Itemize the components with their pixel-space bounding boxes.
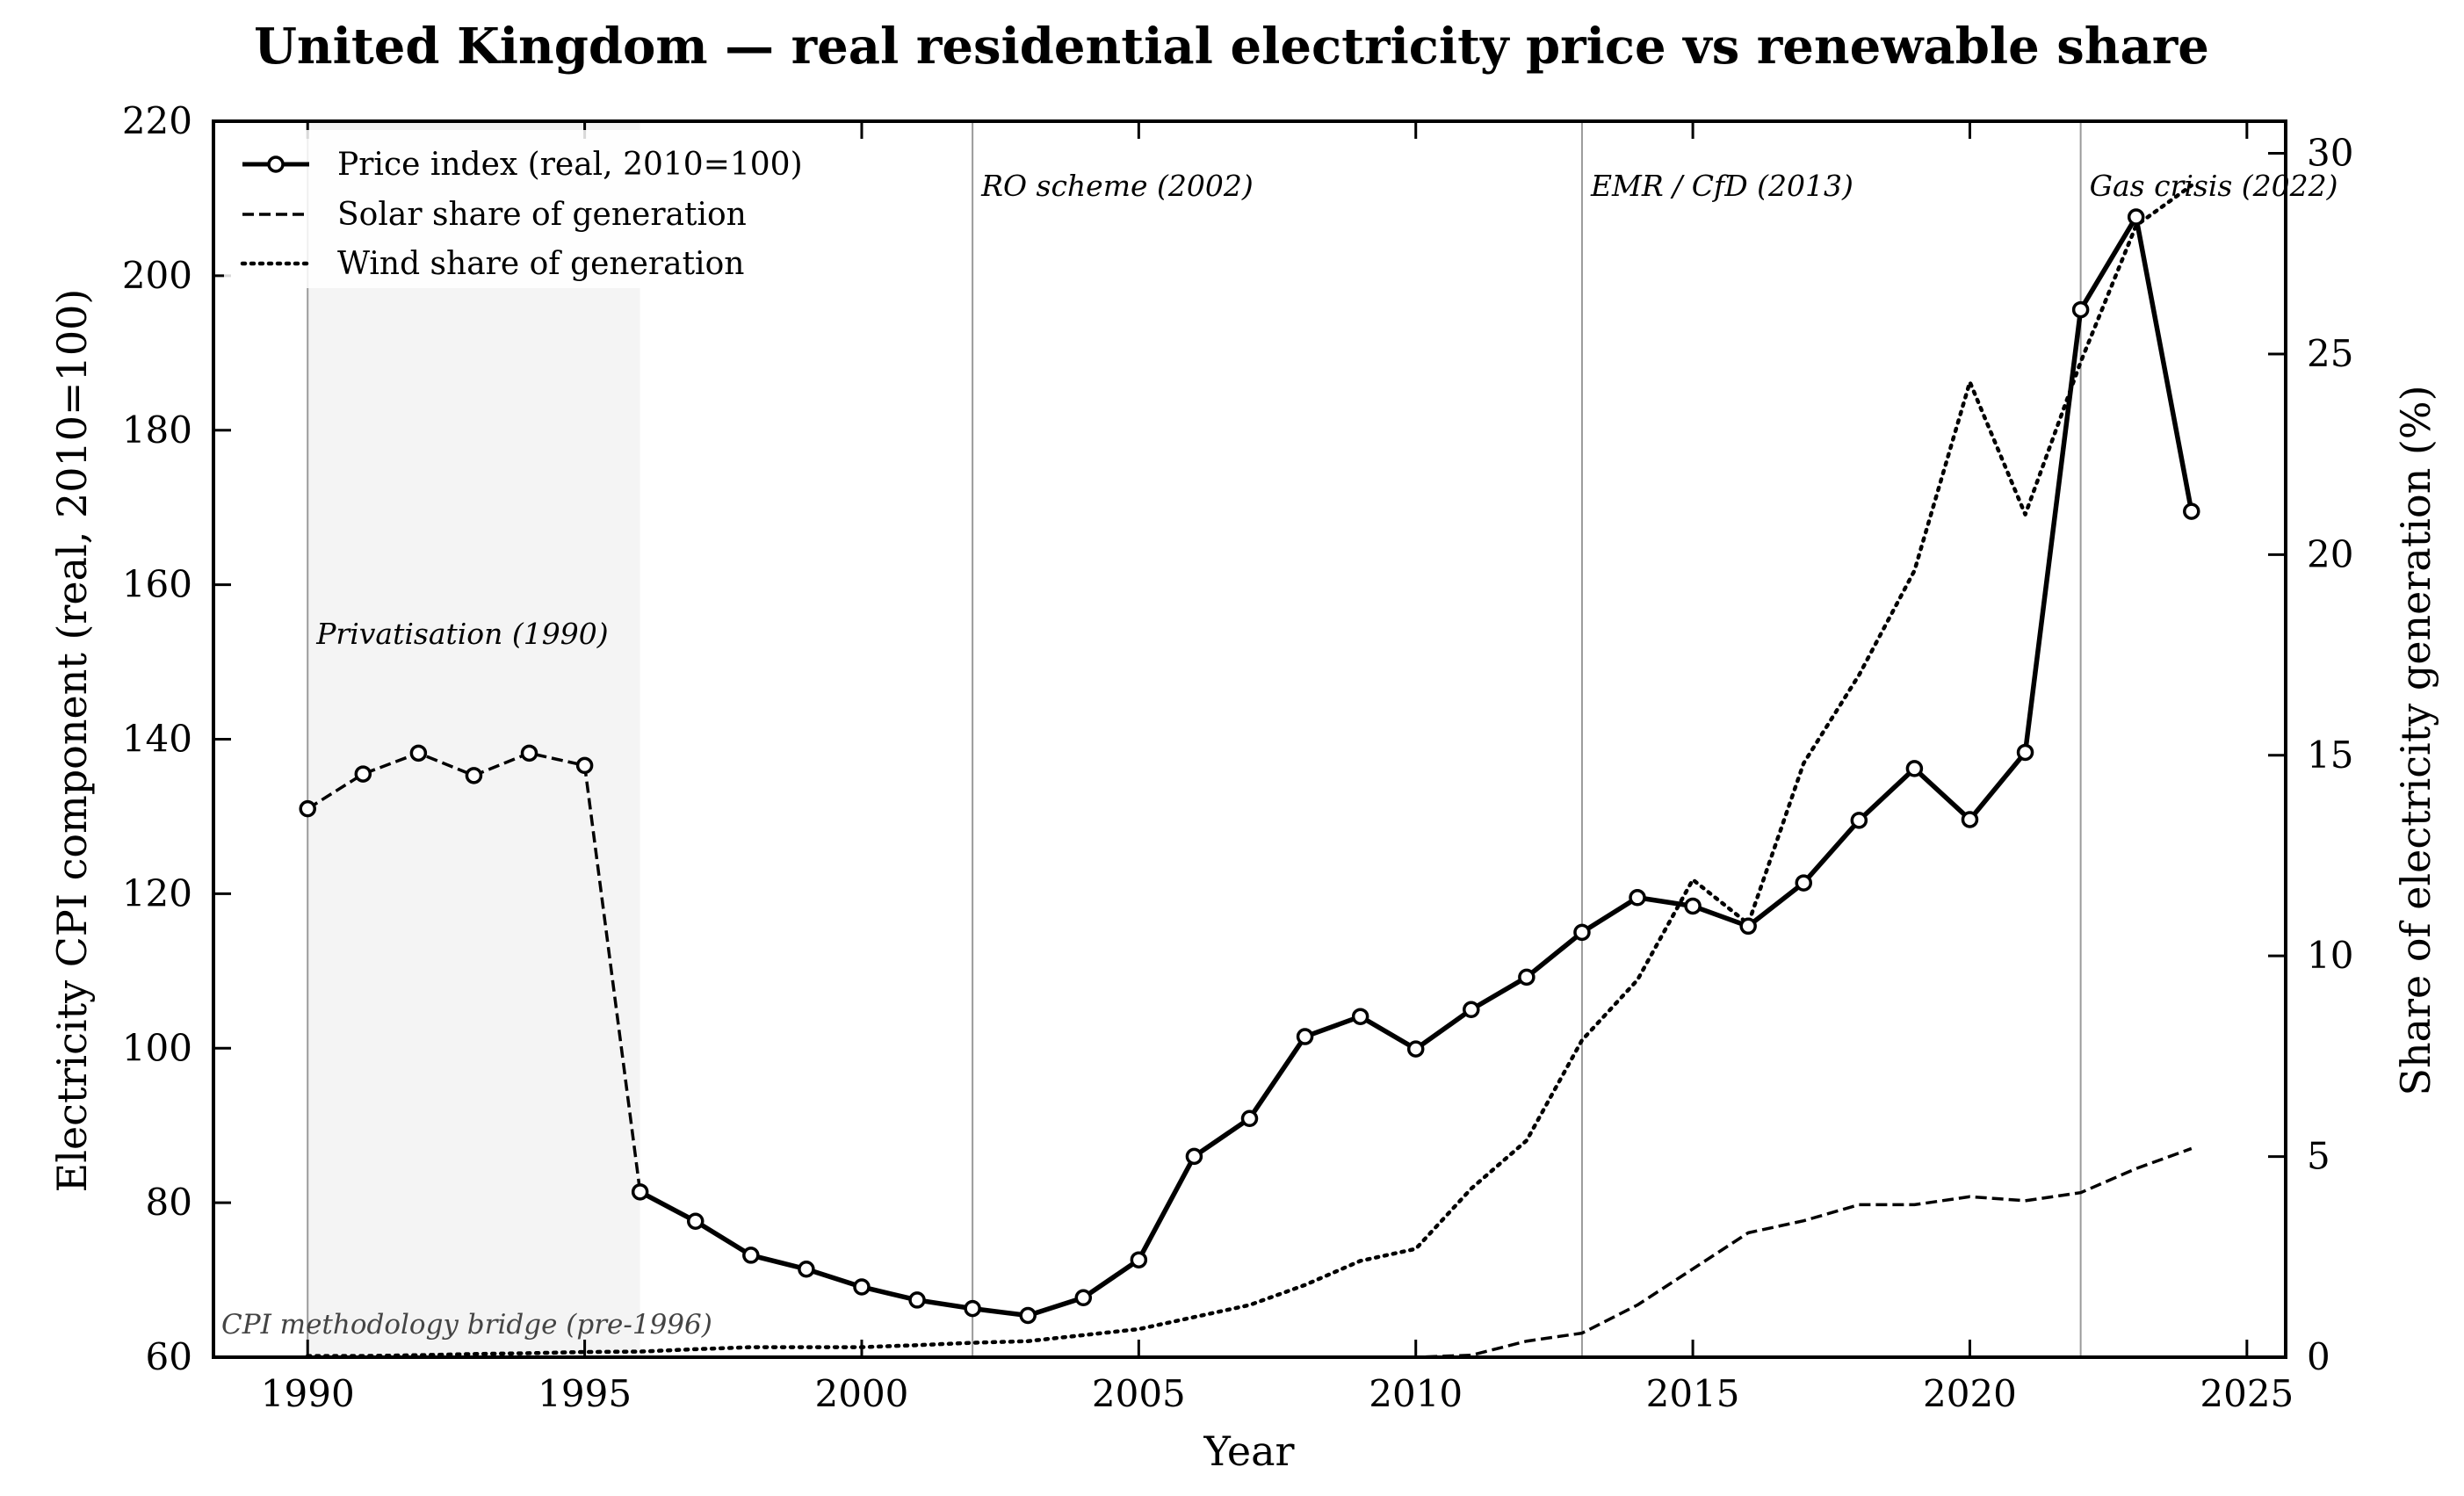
legend: Price index (real, 2010=100) Solar share… <box>224 130 856 288</box>
x-tick-label: 2010 <box>1369 1372 1463 1415</box>
y-right-tick-label: 30 <box>2307 132 2353 175</box>
y-right-tick-label: 5 <box>2307 1135 2330 1178</box>
price-point <box>1019 1306 1037 1325</box>
y-right-tick-label: 20 <box>2307 532 2353 575</box>
y-left-tick-label: 220 <box>122 99 192 142</box>
price-point <box>853 1278 871 1296</box>
solar-series-line <box>307 1146 2193 1359</box>
price-point <box>1905 760 1924 777</box>
bridge-label: CPI methodology bridge (pre-1996) <box>221 1309 712 1341</box>
x-tick-label: 1995 <box>538 1372 632 1415</box>
price-point <box>964 1299 981 1318</box>
x-axis-label: Year <box>1203 1427 1294 1475</box>
shaded-region-label: Privatisation (1990) <box>315 617 608 651</box>
y-right-tick-label: 15 <box>2307 734 2353 777</box>
price-point <box>1684 897 1702 915</box>
price-point <box>465 767 483 784</box>
legend-price-label: Price index (real, 2010=100) <box>337 147 803 183</box>
y-left-tick-label: 200 <box>122 254 192 297</box>
price-point <box>798 1261 815 1278</box>
price-point <box>908 1291 926 1309</box>
price-point <box>1463 1001 1480 1019</box>
plot-underlay <box>307 121 2082 1357</box>
price-point <box>1351 1008 1369 1025</box>
price-point <box>1850 812 1868 829</box>
y-right-tick-label: 25 <box>2307 332 2353 375</box>
price-point <box>1961 811 1979 828</box>
price-point <box>1573 923 1591 942</box>
axes-layer: 1990 1995 2000 2005 2010 2015 2020 202560801001… <box>122 99 2354 1415</box>
x-tick-label: 2020 <box>1923 1372 2017 1415</box>
price-point <box>1296 1028 1314 1045</box>
legend-price-marker <box>267 155 285 173</box>
x-tick-label: 2005 <box>1092 1372 1186 1415</box>
y-left-tick-label: 140 <box>122 718 192 761</box>
price-point <box>742 1247 760 1264</box>
price-point <box>1185 1147 1203 1166</box>
y-left-tick-label: 100 <box>122 1026 192 1069</box>
price-point <box>1074 1289 1093 1307</box>
price-point <box>687 1212 705 1230</box>
x-tick-label: 2025 <box>2200 1372 2294 1415</box>
price-point <box>631 1183 649 1201</box>
price-point <box>2016 743 2034 762</box>
y-left-tick-label: 120 <box>122 871 192 914</box>
y-left-tick-label: 180 <box>122 408 192 452</box>
legend-wind-label: Wind share of generation <box>337 246 744 282</box>
y-left-tick-label: 160 <box>122 563 192 606</box>
y-right-tick-label: 0 <box>2307 1335 2330 1378</box>
event-label: RO scheme (2002) <box>980 169 1254 203</box>
price-point <box>575 756 594 775</box>
price-point <box>2071 300 2090 319</box>
event-label: Gas crisis (2022) <box>2090 169 2338 203</box>
price-point <box>1406 1040 1425 1058</box>
price-point <box>1518 968 1535 986</box>
x-tick-label: 1990 <box>261 1372 355 1415</box>
series-layer <box>299 183 2200 1359</box>
annotation-layer: RO scheme (2002) EMR / CfD (2013) Gas cris… <box>221 169 2338 1341</box>
y-left-tick-label: 60 <box>146 1335 192 1378</box>
price-point <box>409 744 428 762</box>
price-point <box>520 744 538 762</box>
price-point <box>1795 874 1812 892</box>
price-point <box>354 765 372 783</box>
y-axis-right-label: Share of electricity generation (%) <box>2392 385 2439 1095</box>
y-right-tick-label: 10 <box>2307 934 2353 977</box>
price-point <box>2183 502 2200 520</box>
price-point <box>1629 889 1646 907</box>
legend-solar-label: Solar share of generation <box>337 197 747 233</box>
price-point <box>1130 1251 1148 1268</box>
y-left-tick-label: 80 <box>146 1181 192 1224</box>
price-point <box>299 799 316 818</box>
price-point <box>1240 1109 1259 1128</box>
chart-title: United Kingdom — real residential electr… <box>254 18 2209 76</box>
price-point <box>1739 917 1757 936</box>
y-axis-left-label: Electricity CPI component (real, 2010=10… <box>48 289 96 1193</box>
event-label: EMR / CfD (2013) <box>1590 169 1853 203</box>
x-tick-label: 2000 <box>815 1372 909 1415</box>
x-tick-label: 2015 <box>1646 1372 1740 1415</box>
legend-box <box>224 130 856 288</box>
shaded-region <box>307 121 640 1357</box>
price-point <box>2127 208 2145 226</box>
wind-series-line <box>305 183 2194 1358</box>
